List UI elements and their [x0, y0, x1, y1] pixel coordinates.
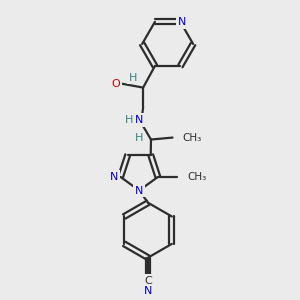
Text: C: C — [144, 276, 152, 286]
Text: N: N — [178, 17, 187, 27]
Text: H: H — [129, 73, 137, 83]
Text: N: N — [135, 115, 143, 125]
Text: N: N — [110, 172, 118, 182]
Text: N: N — [135, 185, 143, 196]
Text: H: H — [125, 115, 134, 125]
Text: CH₃: CH₃ — [187, 172, 206, 182]
Text: H: H — [135, 133, 143, 142]
Text: CH₃: CH₃ — [182, 133, 202, 142]
Text: O: O — [111, 79, 120, 89]
Text: N: N — [144, 286, 152, 296]
